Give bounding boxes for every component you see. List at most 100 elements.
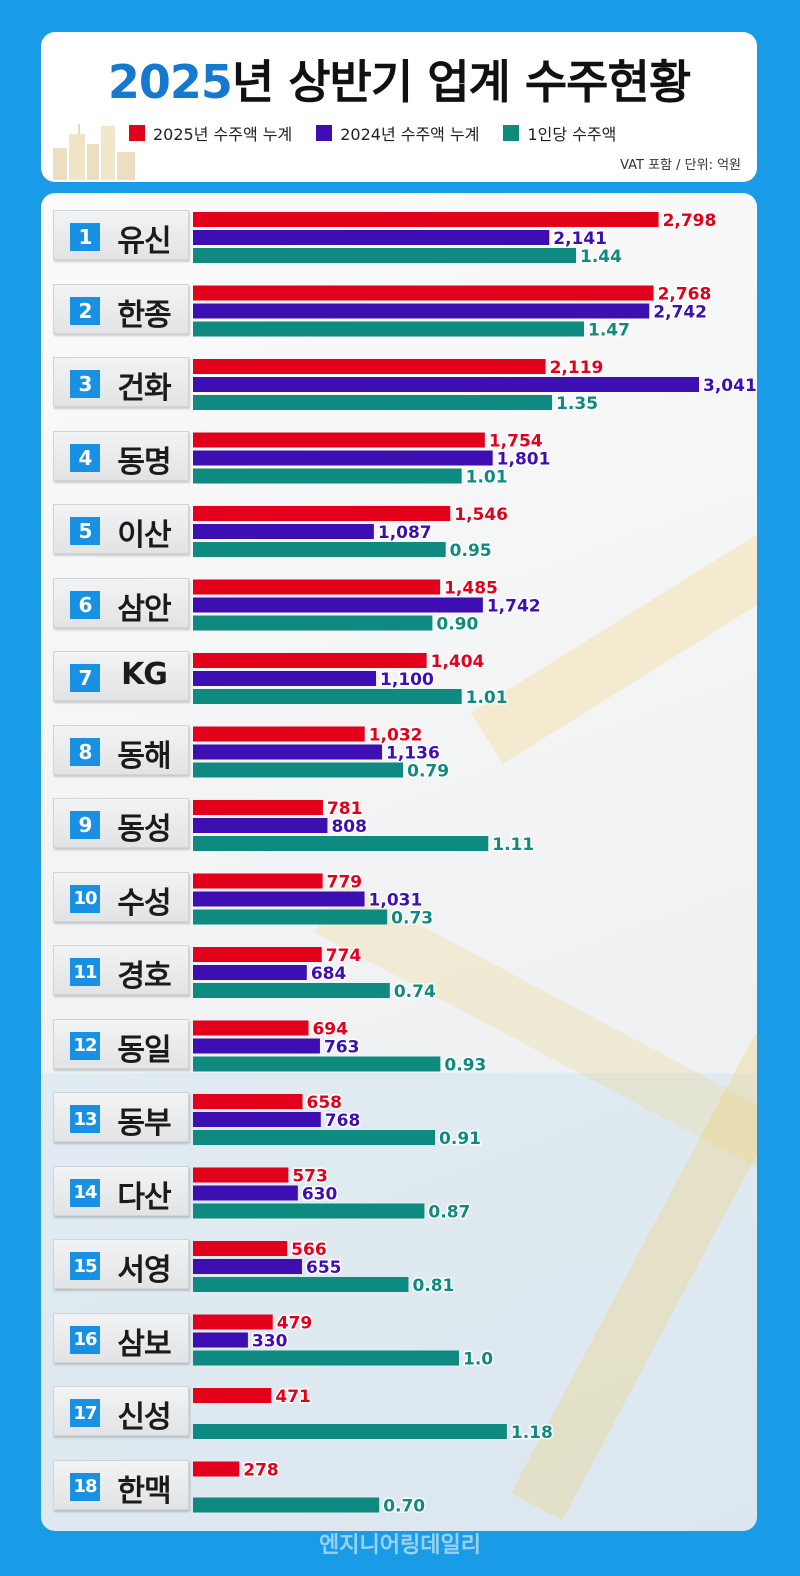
company-name: 동부 (117, 1106, 171, 1141)
company-name: 한종 (117, 297, 171, 333)
bar-series-0 (193, 726, 365, 742)
bar-value-label: 0.81 (412, 1276, 454, 1296)
bar-series-0 (193, 1241, 288, 1256)
category-label-box: 7 KG (53, 651, 189, 701)
bar-value-label: 658 (306, 1093, 342, 1113)
bar-value-label: 1,801 (497, 450, 551, 470)
category-label-box: 6 삼안 (53, 577, 189, 628)
legend-swatch-2024 (316, 125, 333, 141)
company-name: 한맥 (117, 1473, 171, 1509)
bar-value-label: 2,141 (553, 229, 607, 249)
rank-badge: 13 (70, 1105, 100, 1133)
rank-badge: 6 (70, 590, 100, 619)
bar-value-label: 2,768 (658, 285, 712, 305)
bar-value-label: 330 (252, 1332, 288, 1352)
bar-value-label: 2,119 (550, 358, 604, 378)
bar-value-label: 0.87 (428, 1203, 470, 1223)
bar-series-2 (193, 1203, 425, 1219)
company-name: 다산 (117, 1179, 171, 1215)
rank-badge: 12 (70, 1031, 100, 1060)
rank-badge: 5 (70, 517, 100, 545)
bar-value-label: 1,404 (431, 652, 485, 672)
legend-label-per-person: 1인당 수주액 (527, 125, 617, 144)
bar-series-2 (193, 983, 390, 998)
bar-value-label: 1,742 (487, 597, 541, 617)
bar-value-label: 1,087 (378, 523, 432, 543)
rank-badge: 2 (70, 296, 100, 325)
category-label-box: 8 동해 (53, 724, 189, 775)
bar-series-0 (193, 506, 451, 521)
company-name: 유신 (117, 224, 171, 259)
bar-value-label: 3,041 (703, 376, 757, 396)
bar-value-label: 0.91 (439, 1129, 481, 1149)
bar-value-label: 0.73 (391, 909, 433, 929)
bar-series-2 (193, 689, 462, 704)
blueprint-background (41, 1073, 757, 1531)
bar-series-1 (193, 671, 377, 686)
company-name: 삼안 (117, 591, 171, 627)
bar-series-2 (193, 615, 433, 631)
company-name: 삼보 (117, 1326, 171, 1362)
page-title: 2025년 상반기 업계 수주현황 (41, 46, 757, 112)
bar-value-label: 655 (306, 1258, 342, 1278)
bar-series-2 (193, 468, 462, 484)
bar-value-label: 768 (325, 1111, 361, 1131)
rank-badge: 4 (70, 443, 100, 472)
bar-value-label: 471 (275, 1387, 311, 1407)
city-buildings-icon (53, 124, 135, 180)
company-name: 경호 (117, 959, 171, 994)
legend-label-2024: 2024년 수주액 누계 (340, 125, 480, 144)
bar-value-label: 1,754 (489, 432, 543, 452)
category-label-box: 12 동일 (53, 1018, 189, 1069)
bar-series-1 (193, 1112, 321, 1127)
category-label-box: 3 건화 (53, 357, 189, 407)
bar-value-label: 808 (331, 817, 367, 837)
category-label-box: 16 삼보 (53, 1312, 189, 1363)
bar-series-2 (193, 1056, 441, 1072)
bar-series-1 (193, 744, 383, 760)
bar-series-1 (193, 303, 650, 319)
bar-value-label: 781 (327, 799, 363, 819)
bar-series-1 (193, 965, 307, 980)
bar-value-label: 479 (277, 1314, 313, 1334)
bar-value-label: 1.18 (511, 1423, 553, 1443)
bar-series-1 (193, 230, 550, 245)
bar-value-label: 1.01 (466, 468, 508, 488)
bar-value-label: 0.74 (394, 982, 436, 1002)
title-text: 년 상반기 업계 수주현황 (231, 55, 691, 109)
bar-series-0 (193, 212, 659, 227)
bar-value-label: 684 (311, 964, 347, 984)
bar-series-0 (193, 1314, 273, 1330)
rank-badge: 15 (70, 1252, 100, 1280)
bar-series-0 (193, 285, 654, 301)
company-name: 동성 (117, 812, 171, 847)
bar-series-0 (193, 579, 441, 595)
bar-series-2 (193, 248, 577, 263)
company-name: 동일 (117, 1032, 171, 1068)
bar-value-label: 1.44 (580, 247, 622, 267)
rank-badge: 17 (70, 1399, 100, 1427)
bar-value-label: 0.79 (407, 762, 449, 782)
legend-swatch-2025 (129, 125, 145, 141)
rank-badge: 14 (70, 1178, 100, 1207)
bar-value-label: 1,031 (369, 891, 423, 911)
bar-series-1 (193, 524, 374, 539)
bar-value-label: 774 (326, 946, 362, 966)
bar-series-1 (193, 597, 483, 613)
bar-series-1 (193, 818, 328, 833)
bar-series-2 (193, 1277, 409, 1292)
bar-value-label: 1.11 (492, 835, 534, 855)
category-label-box: 2 한종 (53, 283, 189, 334)
bar-value-label: 278 (243, 1461, 278, 1481)
bar-value-label: 2,742 (653, 303, 707, 323)
bar-series-0 (193, 653, 427, 668)
bar-value-label: 694 (312, 1020, 348, 1040)
bar-value-label: 1,136 (386, 744, 440, 764)
bar-series-1 (193, 1185, 298, 1201)
bar-series-1 (193, 891, 365, 907)
bar-series-0 (193, 359, 546, 374)
bar-series-2 (193, 1497, 380, 1513)
rank-badge: 9 (70, 811, 100, 839)
chart-legend: 2025년 수주액 누계 2024년 수주액 누계 1인당 수주액 (129, 121, 616, 145)
category-label-box: 5 이산 (53, 504, 189, 554)
